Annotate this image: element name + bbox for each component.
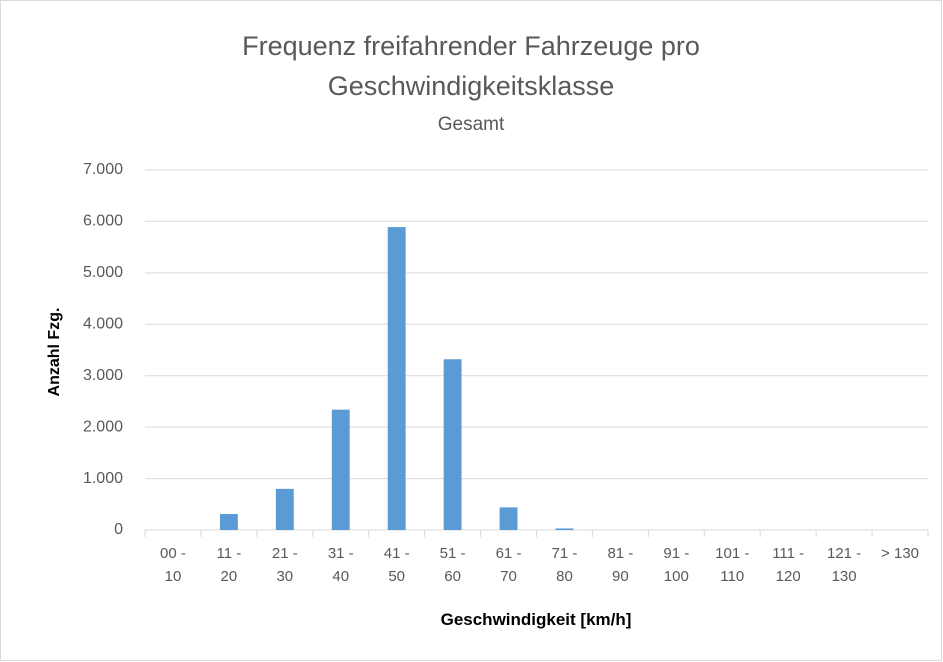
x-tick-label: > 130 <box>881 545 920 562</box>
x-tick-label: 101 - 110 <box>715 545 750 585</box>
bar <box>275 488 294 530</box>
bar <box>219 514 238 530</box>
y-tick-label: 7.000 <box>83 161 123 178</box>
y-axis-label: Anzahl Fzg. <box>46 308 63 397</box>
x-tick-label: 91 - 100 <box>663 545 690 585</box>
y-tick-label: 6.000 <box>83 213 123 230</box>
x-tick-label: 51 - 60 <box>439 545 466 585</box>
x-tick-label: 121 - 130 <box>826 545 862 585</box>
y-tick-label: 1.000 <box>83 470 123 487</box>
bar <box>555 528 574 530</box>
x-tick-label: 71 - 80 <box>551 545 578 585</box>
y-tick-label: 5.000 <box>83 264 123 281</box>
y-tick-label: 3.000 <box>83 367 123 384</box>
x-tick-label: 00 - 10 <box>160 545 186 585</box>
x-tick-label: 41 - 50 <box>383 545 410 585</box>
x-tick-label: 11 - 20 <box>216 545 242 585</box>
bar <box>499 507 518 530</box>
bar <box>331 409 350 530</box>
y-tick-label: 2.000 <box>83 418 123 435</box>
x-tick-label: 111 - 120 <box>772 545 805 585</box>
x-axis-label: Geschwindigkeit [km/h] <box>440 610 632 629</box>
y-tick-label: 0 <box>114 521 123 538</box>
y-tick-label: 4.000 <box>83 316 123 333</box>
chart-subtitle: Gesamt <box>437 114 505 135</box>
bar <box>387 227 406 531</box>
x-tick-label: 21 - 30 <box>271 545 298 585</box>
bar <box>443 359 462 530</box>
x-tick-label: 31 - 40 <box>327 545 354 585</box>
chart-title: Frequenz freifahrender Fahrzeuge pro Ges… <box>242 31 700 101</box>
x-tick-label: 61 - 70 <box>495 545 522 585</box>
x-tick-label: 81 - 90 <box>607 545 634 585</box>
